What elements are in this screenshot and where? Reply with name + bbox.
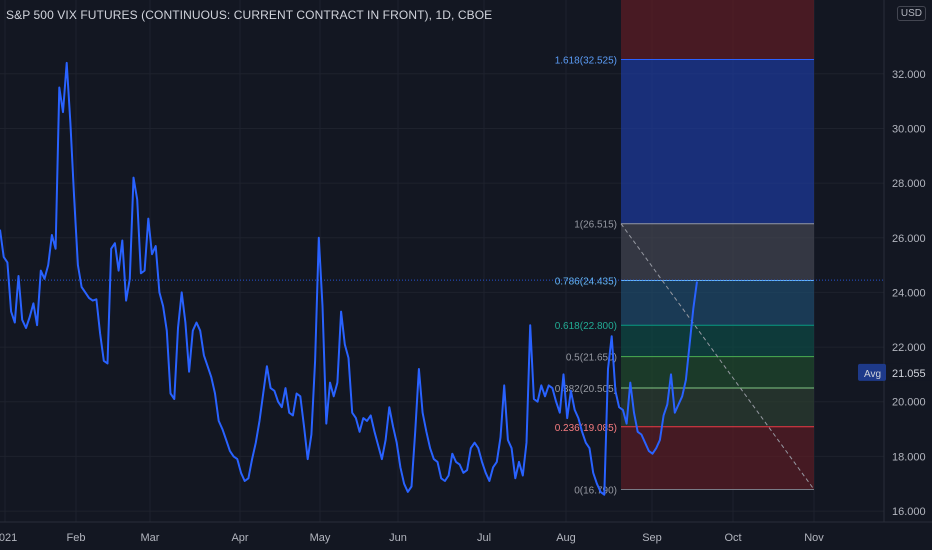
x-tick-label: Feb xyxy=(67,532,86,544)
x-tick-label: Aug xyxy=(556,532,576,544)
y-tick-label: 32.000 xyxy=(892,69,926,81)
y-tick-label: 22.000 xyxy=(892,342,926,354)
fib-level-label: 1(26.515) xyxy=(574,220,617,231)
fib-zone xyxy=(621,356,814,388)
x-tick-label: Nov xyxy=(804,532,824,544)
fib-zone xyxy=(621,59,814,224)
x-tick-label: Apr xyxy=(231,532,248,544)
fib-level-label: 0(16.790) xyxy=(574,485,617,496)
fib-level-label: 0.236(19.085) xyxy=(555,423,617,434)
currency-button[interactable]: USD xyxy=(896,6,926,21)
chart-title: S&P 500 VIX FUTURES (CONTINUOUS: CURRENT… xyxy=(6,8,493,22)
fib-zone xyxy=(621,426,814,490)
y-tick-label: 26.000 xyxy=(892,233,926,245)
x-tick-label: Jun xyxy=(389,532,407,544)
fib-level-label: 1.618(32.525) xyxy=(555,55,617,66)
x-tick-label: May xyxy=(310,532,331,544)
y-axis-panel xyxy=(884,0,932,550)
fib-zone-top xyxy=(621,0,814,60)
y-tick-label: 30.000 xyxy=(892,123,926,135)
x-tick-label: 2021 xyxy=(0,532,17,544)
series-line xyxy=(0,61,698,496)
x-axis-panel xyxy=(0,522,932,550)
y-tick-label: 16.000 xyxy=(892,506,926,518)
y-tick-label: 28.000 xyxy=(892,178,926,190)
x-tick-label: Oct xyxy=(724,532,741,544)
y-tick-label: 24.000 xyxy=(892,287,926,299)
y-tick-label: 20.000 xyxy=(892,397,926,409)
fib-level-label: 0.618(22.800) xyxy=(555,321,617,332)
y-tick-label: 18.000 xyxy=(892,451,926,463)
fib-trend-line xyxy=(620,223,815,490)
x-tick-label: Sep xyxy=(642,532,662,544)
fib-zone xyxy=(621,387,814,427)
fib-zone xyxy=(621,325,814,357)
avg-value: 21.055 xyxy=(892,368,926,380)
fib-zone xyxy=(621,223,814,281)
x-tick-label: Mar xyxy=(141,532,160,544)
avg-badge-bg xyxy=(858,363,886,381)
fib-level-label: 0.5(21.650) xyxy=(566,353,617,364)
avg-label: Avg xyxy=(864,369,881,380)
fib-level-label: 0.786(24.435) xyxy=(555,277,617,288)
avg-value-bg xyxy=(886,363,932,381)
fib-level-label: 0.382(20.505) xyxy=(555,384,617,395)
x-tick-label: Jul xyxy=(477,532,491,544)
fib-zone xyxy=(621,280,814,326)
